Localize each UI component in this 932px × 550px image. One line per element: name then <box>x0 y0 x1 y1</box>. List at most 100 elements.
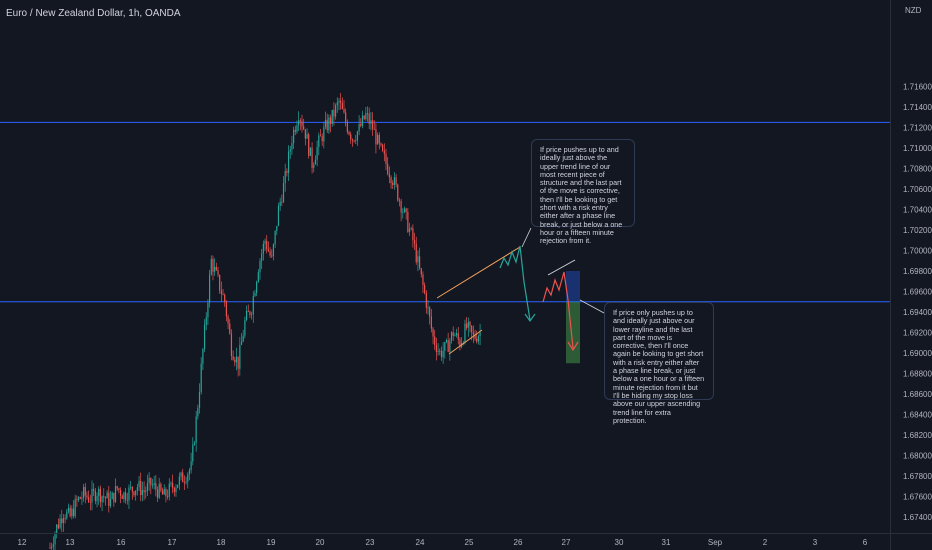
candle-body <box>237 356 239 369</box>
candle-body <box>209 274 211 303</box>
callout-note-lower[interactable]: If price only pushes up to and ideally j… <box>604 302 714 425</box>
candle-body <box>104 497 107 499</box>
candle-body <box>353 140 355 142</box>
candle-body <box>98 488 100 497</box>
candle-body <box>146 483 149 491</box>
price-tick-label: 1.71000 <box>903 144 932 153</box>
candle-body <box>392 183 394 185</box>
price-tick-label: 1.71400 <box>903 103 932 112</box>
candle-body <box>210 258 212 275</box>
reward-zone-box[interactable] <box>566 301 580 364</box>
candle-body <box>331 109 333 124</box>
candle-body <box>368 113 370 124</box>
upper-trendline[interactable] <box>436 246 521 299</box>
time-tick-label: 3 <box>813 538 818 547</box>
time-tick-label: 19 <box>267 538 276 547</box>
candle-body <box>299 120 301 122</box>
symbol-title[interactable]: Euro / New Zealand Dollar, 1h, OANDA <box>6 8 181 19</box>
time-axis-border <box>0 533 932 534</box>
candle-body <box>301 121 303 127</box>
candle-body <box>79 497 81 499</box>
callout-note-upper[interactable]: If price pushes up to and ideally just a… <box>531 139 635 245</box>
candle-body <box>89 501 91 503</box>
candle-body <box>289 149 291 152</box>
candle-body <box>249 311 251 315</box>
candle-body <box>81 497 83 499</box>
forecast-path-scenario-1[interactable] <box>499 245 531 321</box>
candle-body <box>230 333 233 357</box>
candle-body <box>114 486 117 502</box>
candle-body <box>220 290 222 295</box>
candle-body <box>247 311 249 312</box>
candle-body <box>262 243 264 254</box>
candle-body <box>128 487 130 501</box>
candle-body <box>192 444 194 462</box>
time-tick-label: 2 <box>763 538 768 547</box>
candle-body <box>452 332 454 336</box>
candle-body <box>407 212 409 232</box>
candle-body <box>277 205 280 226</box>
candle-body <box>410 228 412 230</box>
callout-pointer-upper <box>521 227 532 248</box>
candle-body <box>212 258 214 272</box>
forecast-path-scenario-2[interactable] <box>542 271 574 349</box>
time-tick-label: 16 <box>117 538 126 547</box>
candle-body <box>91 489 93 503</box>
candle-body <box>177 484 179 488</box>
candle-body <box>415 243 417 263</box>
risk-zone-box[interactable] <box>566 271 580 302</box>
candle-body <box>403 208 406 212</box>
candle-body <box>178 476 180 485</box>
lower-trendline[interactable] <box>448 329 483 355</box>
candle-body <box>251 314 253 315</box>
candle-body <box>398 200 401 202</box>
candle-body <box>419 256 421 269</box>
forecast-arrowhead-2 <box>567 341 579 352</box>
candle-body <box>429 307 431 317</box>
projected-ray-line[interactable] <box>547 259 576 276</box>
candle-body <box>215 266 217 271</box>
candle-body <box>242 335 244 342</box>
candle-body <box>125 492 127 500</box>
candle-body <box>284 171 286 184</box>
candle-body <box>108 492 110 507</box>
candle-body <box>341 102 343 110</box>
candle-body <box>366 112 369 114</box>
price-tick-label: 1.71200 <box>903 124 932 133</box>
candle-body <box>390 177 392 184</box>
candle-body <box>197 407 199 417</box>
candle-body <box>385 153 387 164</box>
candle-body <box>435 344 437 352</box>
candle-body <box>59 518 61 528</box>
candle-body <box>449 340 451 352</box>
candle-body <box>445 340 448 343</box>
candle-body <box>219 274 221 291</box>
candle-body <box>52 544 54 547</box>
price-axis-border <box>890 0 891 550</box>
candle-body <box>313 164 315 168</box>
candle-body <box>343 109 345 113</box>
candle-body <box>54 533 56 545</box>
price-tick-label: 1.67400 <box>903 513 932 522</box>
candle-body <box>432 328 434 337</box>
candle-body <box>160 483 162 491</box>
candle-body <box>173 488 175 493</box>
candle-body <box>119 490 122 496</box>
candle-body <box>163 488 165 495</box>
candle-body <box>314 159 317 165</box>
candle-body <box>190 461 192 470</box>
candle-body <box>86 495 88 498</box>
candle-body <box>281 201 283 203</box>
candle-body <box>101 496 103 503</box>
candle-body <box>370 120 372 124</box>
candle-body <box>245 311 248 321</box>
candle-body <box>214 266 216 272</box>
price-tick-label: 1.69400 <box>903 308 932 317</box>
candle-body <box>450 332 453 341</box>
candle-body <box>319 135 322 137</box>
candle-body <box>382 144 384 151</box>
candle-body <box>459 339 461 348</box>
candle-body <box>422 274 424 286</box>
